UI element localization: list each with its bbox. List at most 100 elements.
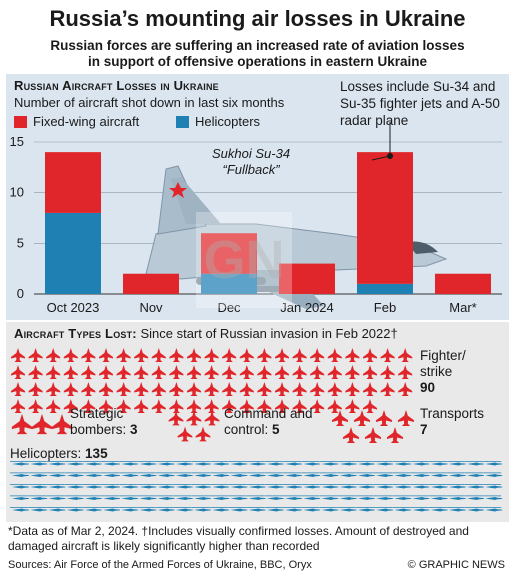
fighter-icon	[380, 382, 395, 396]
helicopter-icon	[119, 472, 139, 477]
helicopter-icon	[283, 495, 302, 500]
helicopter-icon	[374, 484, 393, 489]
fighter-icon	[46, 399, 61, 413]
helicopter-icon	[64, 495, 84, 500]
helicopter-icon	[410, 484, 430, 489]
helicopter-icon	[119, 484, 139, 489]
helicopter-icon	[319, 472, 339, 477]
helicopter-icon	[82, 484, 102, 489]
helicopter-icon	[465, 507, 484, 512]
fighter-count: 90	[420, 380, 436, 395]
helicopter-icon	[101, 507, 120, 512]
helicopter-icon	[192, 461, 211, 466]
helicopter-icon	[192, 472, 211, 477]
helicopter-icon	[173, 495, 193, 500]
helicopter-icon	[374, 507, 393, 512]
fighter-icon	[134, 365, 149, 379]
page-subtitle: Russian forces are suffering an increase…	[0, 38, 515, 70]
annotation-leader	[371, 155, 391, 161]
helicopter-icon	[119, 495, 139, 500]
transport-icon	[342, 426, 360, 444]
helicopter-icon	[264, 495, 284, 500]
fighter-icon	[239, 382, 254, 396]
fighter-icon	[81, 382, 96, 396]
fighter-icon	[310, 365, 325, 379]
bomber-icon	[31, 413, 53, 435]
fighter-icon	[46, 365, 61, 379]
helicopter-icon	[228, 507, 248, 512]
fighter-icon	[239, 365, 254, 379]
helicopter-icon	[46, 507, 66, 512]
helicopter-icon	[446, 507, 466, 512]
helicopter-icon	[483, 484, 503, 489]
helicopter-icon	[410, 461, 430, 466]
helicopter-icon	[337, 461, 357, 466]
fighter-icon	[81, 348, 96, 362]
helicopter-icon	[428, 461, 448, 466]
helicopters-count: 135	[85, 446, 108, 461]
fighter-icon	[169, 382, 184, 396]
command-control-icon	[168, 410, 184, 426]
helicopter-icon	[10, 484, 29, 489]
fighter-icon	[81, 365, 96, 379]
page-title: Russia’s mounting air losses in Ukraine	[49, 6, 466, 31]
fighter-icon	[345, 382, 360, 396]
helicopter-icon	[137, 495, 157, 500]
transports-label: Transports 7	[420, 406, 500, 438]
helicopter-icon	[192, 495, 211, 500]
fighter-icon	[11, 348, 25, 362]
fighter-icon	[134, 382, 149, 396]
x-tick-label: Dec	[217, 300, 241, 315]
fighter-icon	[151, 365, 166, 379]
sources: Sources: Air Force of the Armed Forces o…	[8, 559, 312, 571]
helicopter-icon	[210, 484, 230, 489]
helicopter-icon	[101, 484, 120, 489]
fighter-icon	[63, 348, 78, 362]
fighter-icon	[116, 348, 131, 362]
fighter-icon	[169, 348, 184, 362]
helicopter-icon	[355, 461, 375, 466]
helicopter-icon	[319, 495, 339, 500]
fighter-icon	[327, 348, 342, 362]
fighter-icon	[327, 365, 342, 379]
fighter-icon	[63, 365, 78, 379]
helicopter-icon	[301, 461, 321, 466]
subtitle-line-2: in support of offensive operations in ea…	[87, 54, 428, 69]
fighter-icon	[187, 399, 201, 413]
fighter-icon	[116, 382, 131, 396]
fighter-label: Fighter/ strike 90	[420, 348, 500, 396]
chart-subtitle: Number of aircraft shot down in last six…	[14, 95, 285, 110]
helicopter-icon	[155, 484, 175, 489]
helicopter-icon	[46, 484, 66, 489]
fighter-icon	[28, 399, 43, 413]
fighter-icon	[257, 365, 272, 379]
fighter-icon	[292, 399, 307, 413]
plane-caption: Sukhoi Su-34 “Fullback”	[212, 146, 290, 178]
fighter-icon	[151, 348, 166, 362]
helicopter-icon	[392, 461, 412, 466]
command-control-icon	[177, 426, 193, 442]
transport-icon	[364, 426, 382, 444]
helicopter-icon	[101, 461, 120, 466]
fighter-icon	[204, 365, 219, 379]
fighter-icon	[204, 348, 219, 362]
fighter-icon	[257, 348, 272, 362]
transport-icon	[397, 409, 415, 427]
fighter-icon	[292, 382, 307, 396]
chart-panel: Oct 2023 Nov Dec Jan 2024 Feb Mar* 0 5 10 15 Rus…	[6, 74, 509, 320]
fighter-icon	[222, 348, 237, 362]
helicopter-icon	[192, 507, 211, 512]
helicopter-icon	[392, 495, 412, 500]
helicopter-icon	[264, 484, 284, 489]
helicopter-icon	[283, 461, 302, 466]
bombers-label: Strategic bombers: 3	[70, 406, 180, 438]
fighter-icon	[28, 382, 43, 396]
subtitle-line-1: Russian forces are suffering an increase…	[50, 38, 465, 53]
helicopter-icon	[10, 461, 29, 466]
bombers-count: 3	[130, 422, 138, 437]
helicopter-icon	[428, 484, 448, 489]
helicopter-icon	[283, 507, 302, 512]
helicopter-icon	[228, 461, 248, 466]
fighter-icon	[363, 348, 377, 362]
legend-swatch-red	[14, 115, 27, 128]
